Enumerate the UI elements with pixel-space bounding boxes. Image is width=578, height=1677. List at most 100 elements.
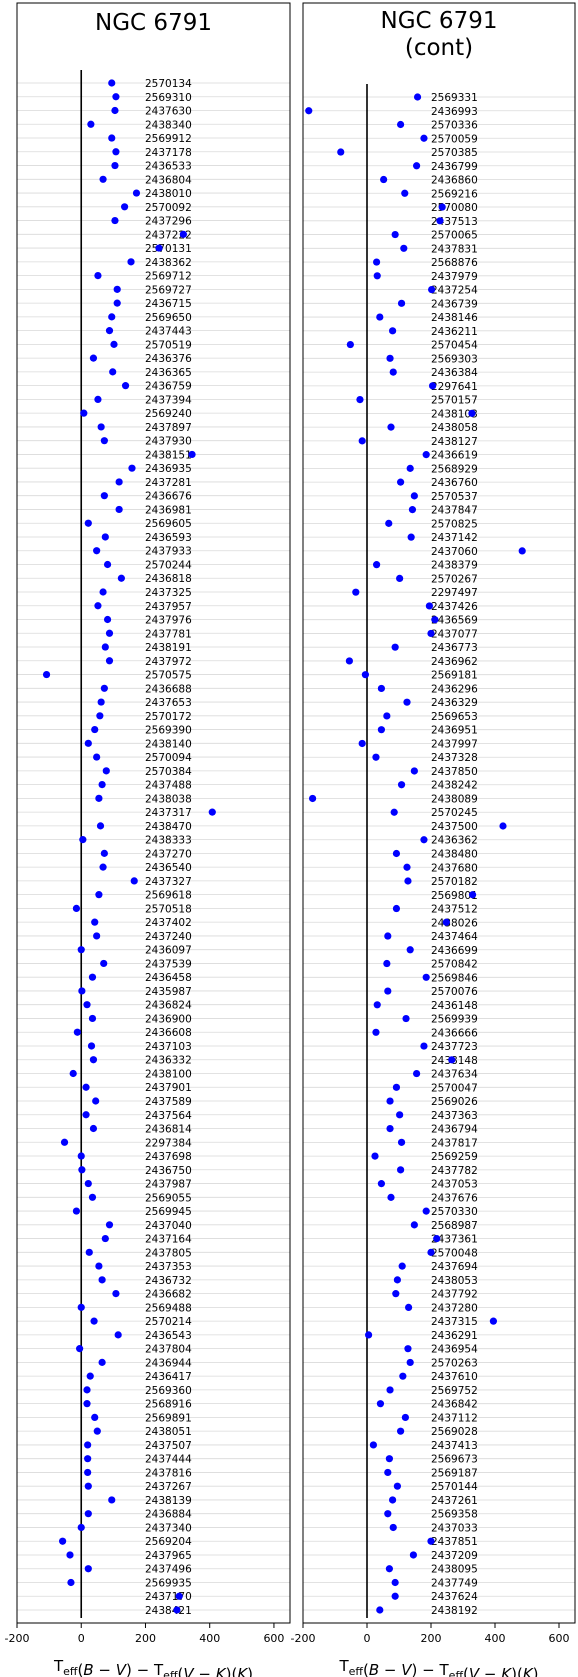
data-point — [384, 1510, 392, 1518]
data-point — [130, 877, 138, 885]
data-point — [397, 781, 406, 789]
star-label: 2436296 — [431, 683, 478, 695]
data-point — [448, 1056, 456, 1064]
data-point — [499, 822, 507, 830]
star-label: 2437267 — [145, 1481, 192, 1493]
data-point — [376, 1606, 384, 1614]
data-point — [76, 1345, 84, 1353]
star-label: 2297384 — [145, 1137, 192, 1149]
data-point — [89, 354, 98, 362]
star-label: 2436799 — [431, 161, 478, 173]
data-point — [410, 492, 418, 500]
data-point — [413, 162, 421, 170]
data-point — [356, 396, 364, 404]
data-point — [83, 1400, 91, 1408]
star-label: 2437979 — [431, 271, 478, 283]
data-point — [105, 657, 114, 665]
star-label: 2437296 — [145, 216, 192, 228]
data-point — [371, 1152, 379, 1160]
data-point — [390, 808, 398, 816]
data-point — [373, 561, 381, 569]
data-point — [386, 354, 394, 362]
chart-title: NGC 6791 — [381, 8, 498, 34]
star-label: 2437077 — [431, 628, 478, 640]
data-point — [78, 1166, 86, 1174]
star-label: 2569727 — [145, 284, 192, 296]
data-point — [384, 932, 392, 940]
data-point — [358, 437, 366, 445]
data-point — [83, 1001, 91, 1009]
data-point — [91, 1413, 99, 1422]
star-label: 2570244 — [145, 559, 192, 571]
data-point — [84, 1510, 92, 1518]
data-point — [337, 148, 345, 156]
star-label: 2570080 — [431, 202, 478, 214]
star-label: 2436211 — [431, 326, 478, 338]
star-label: 2570454 — [431, 340, 478, 352]
data-point — [113, 285, 121, 293]
star-label: 2436332 — [145, 1055, 192, 1067]
star-label: 2437694 — [431, 1261, 478, 1273]
data-point — [396, 1111, 404, 1119]
data-point — [410, 1221, 418, 1229]
data-point — [73, 1028, 81, 1036]
star-label: 2570065 — [431, 230, 478, 242]
data-point — [96, 822, 105, 830]
star-label: 2437976 — [145, 615, 192, 627]
data-point — [397, 120, 405, 129]
data-point — [120, 203, 129, 211]
data-point — [389, 1496, 397, 1504]
star-label: 2437315 — [431, 1316, 478, 1328]
data-point — [373, 272, 381, 280]
star-label: 2570263 — [431, 1357, 478, 1369]
star-label: 2437831 — [431, 243, 478, 255]
data-point — [305, 107, 313, 115]
data-point — [77, 1152, 85, 1160]
star-label: 2437698 — [145, 1151, 192, 1163]
data-point — [393, 1276, 401, 1284]
data-point — [109, 368, 117, 376]
x-tick-label: 200 — [421, 1632, 442, 1645]
data-point — [397, 1427, 405, 1435]
data-point — [91, 725, 99, 734]
data-point — [372, 1028, 380, 1036]
star-label: 2436715 — [145, 298, 192, 310]
star-label: 2570825 — [431, 518, 478, 530]
star-label: 2568987 — [431, 1220, 478, 1232]
star-label: 2436954 — [431, 1344, 478, 1356]
x-tick-label: 0 — [78, 1632, 85, 1645]
star-label: 2436814 — [145, 1124, 192, 1136]
star-label: 2569618 — [145, 890, 192, 902]
data-point — [385, 1455, 393, 1463]
axes-frame — [302, 2, 576, 1624]
star-label: 2437680 — [431, 862, 478, 874]
data-point — [113, 299, 121, 307]
data-point — [87, 120, 95, 128]
star-label: 2436759 — [145, 381, 192, 393]
star-label: 2436682 — [145, 1289, 192, 1301]
star-label: 2438053 — [431, 1275, 478, 1287]
star-label: 2437209 — [431, 1550, 478, 1562]
star-label: 2437254 — [431, 285, 478, 297]
data-point — [407, 533, 415, 541]
data-point — [387, 1193, 395, 1201]
data-point — [422, 451, 430, 459]
data-point — [98, 780, 106, 789]
data-point — [95, 891, 103, 899]
star-label: 2437817 — [431, 1137, 478, 1149]
data-point — [427, 629, 435, 638]
star-label: 2438038 — [145, 793, 192, 805]
data-point — [84, 1441, 92, 1449]
star-label: 2569055 — [145, 1192, 192, 1204]
data-point — [400, 244, 408, 252]
star-label: 2570330 — [431, 1206, 478, 1218]
data-point — [489, 1317, 497, 1325]
data-point — [105, 629, 114, 637]
star-label: 2436962 — [431, 656, 478, 668]
data-point — [469, 891, 477, 899]
data-point — [383, 712, 391, 720]
star-label: 2569605 — [145, 518, 192, 530]
data-point — [188, 450, 196, 459]
star-label: 2570172 — [145, 711, 192, 723]
x-tick-label: 400 — [199, 1632, 220, 1645]
